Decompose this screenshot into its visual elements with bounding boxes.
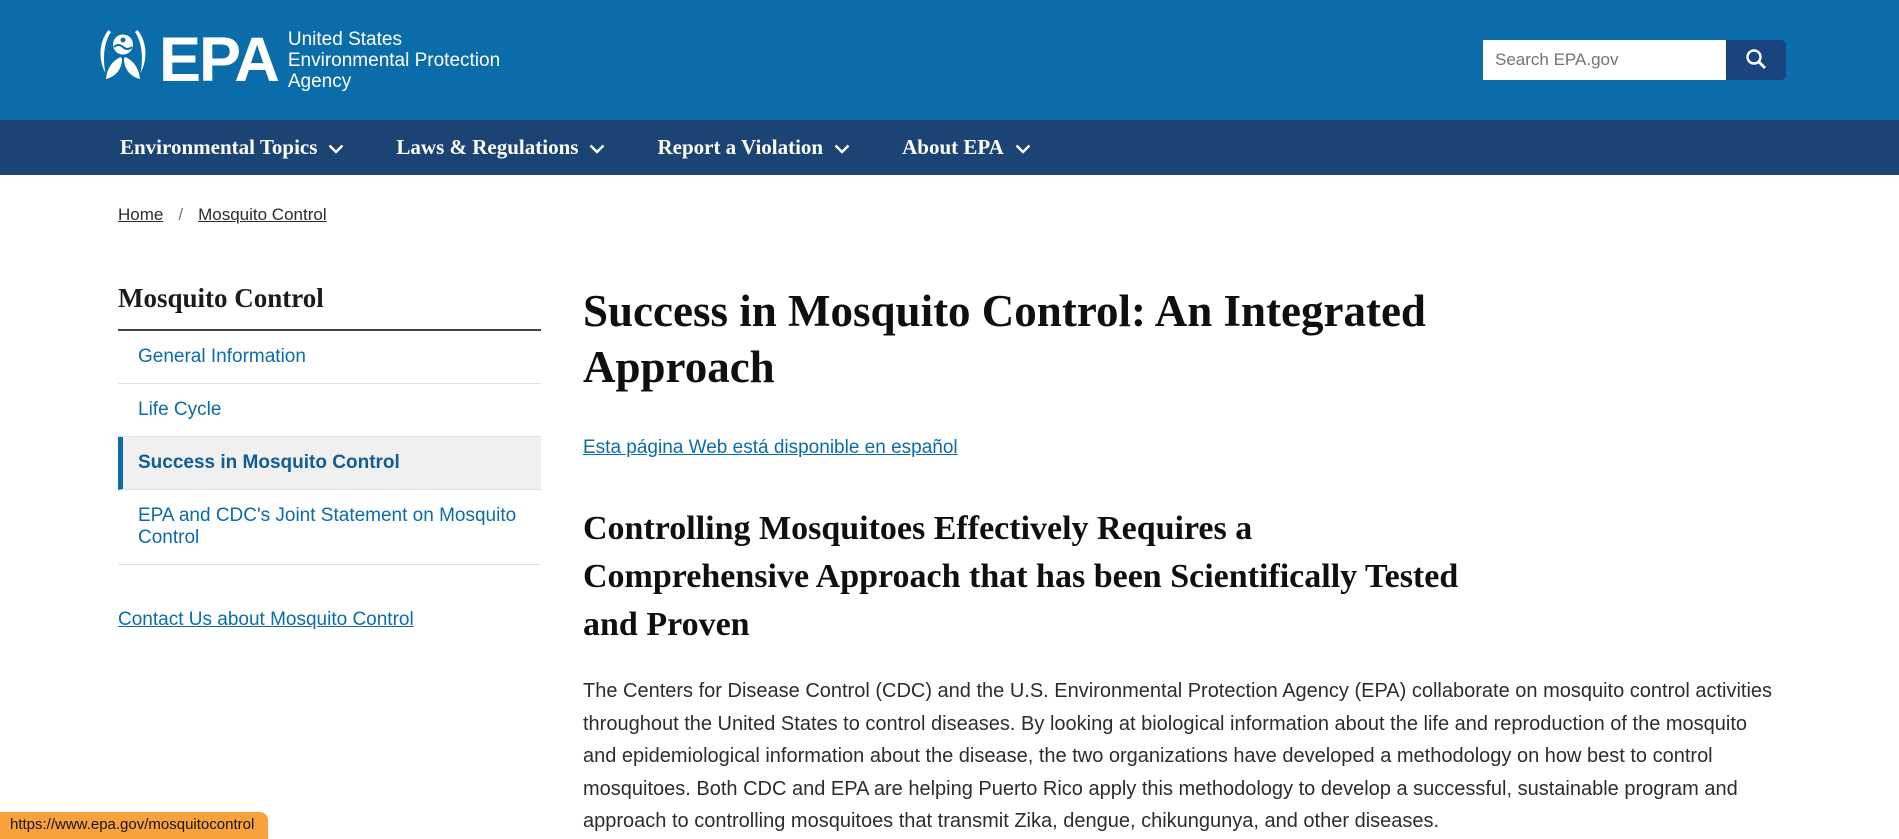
search-button[interactable] <box>1726 40 1786 80</box>
agency-tagline: United States Environmental Protection A… <box>288 29 500 92</box>
search-icon <box>1744 47 1768 74</box>
epa-logo-icon <box>93 25 153 96</box>
chevron-down-icon <box>1015 135 1031 160</box>
chevron-down-icon <box>834 135 850 160</box>
body-paragraph: The Centers for Disease Control (CDC) an… <box>583 680 1773 832</box>
chevron-down-icon <box>328 135 344 160</box>
tagline-line: Agency <box>287 70 352 92</box>
sidebar-item-general-information[interactable]: General Information <box>118 331 541 384</box>
sidebar-menu: General Information Life Cycle Success i… <box>118 331 541 565</box>
sidebar-item-epa-cdc-joint-statement[interactable]: EPA and CDC's Joint Statement on Mosquit… <box>118 490 541 565</box>
search-input[interactable] <box>1483 40 1726 80</box>
epa-wordmark: EPA <box>159 24 280 95</box>
sidebar-title: Mosquito Control <box>118 283 541 331</box>
epa-home-link[interactable]: EPA United States Environmental Protecti… <box>93 25 500 96</box>
tagline-line: United States <box>287 28 402 50</box>
sidebar-item-life-cycle[interactable]: Life Cycle <box>118 384 541 437</box>
nav-item-about-epa[interactable]: About EPA <box>902 135 1031 160</box>
breadcrumb: Home / Mosquito Control <box>0 175 1899 225</box>
sidebar-contact-link[interactable]: Contact Us about Mosquito Control <box>118 609 414 630</box>
site-search <box>1483 40 1786 80</box>
status-url-bubble: https://www.epa.gov/mosquitocontrol <box>0 812 269 839</box>
language-link[interactable]: Esta página Web está disponible en españ… <box>583 437 958 458</box>
nav-item-laws-regulations[interactable]: Laws & Regulations <box>396 135 605 160</box>
nav-item-label: Report a Violation <box>657 135 824 159</box>
nav-item-label: About EPA <box>902 135 1004 159</box>
main-content: Success in Mosquito Control: An Integrat… <box>583 283 1783 838</box>
nav-item-label: Laws & Regulations <box>396 135 579 159</box>
page-title: Success in Mosquito Control: An Integrat… <box>583 286 1426 392</box>
sidebar: Mosquito Control General Information Lif… <box>118 283 541 631</box>
nav-item-environmental-topics[interactable]: Environmental Topics <box>120 135 344 160</box>
content-layout: Mosquito Control General Information Lif… <box>0 225 1899 838</box>
primary-nav: Environmental Topics Laws & Regulations … <box>0 120 1899 175</box>
chevron-down-icon <box>589 135 605 160</box>
breadcrumb-separator: / <box>178 205 184 224</box>
section-heading: Controlling Mosquitoes Effectively Requi… <box>583 510 1459 643</box>
tagline-line: Environmental Protection <box>287 49 501 71</box>
nav-item-label: Environmental Topics <box>120 135 318 159</box>
nav-item-report-violation[interactable]: Report a Violation <box>657 135 850 160</box>
breadcrumb-link-mosquito-control[interactable]: Mosquito Control <box>198 205 327 224</box>
breadcrumb-link-home[interactable]: Home <box>118 205 164 224</box>
masthead: EPA United States Environmental Protecti… <box>0 0 1899 120</box>
sidebar-item-success-in-mosquito-control[interactable]: Success in Mosquito Control <box>118 437 541 490</box>
